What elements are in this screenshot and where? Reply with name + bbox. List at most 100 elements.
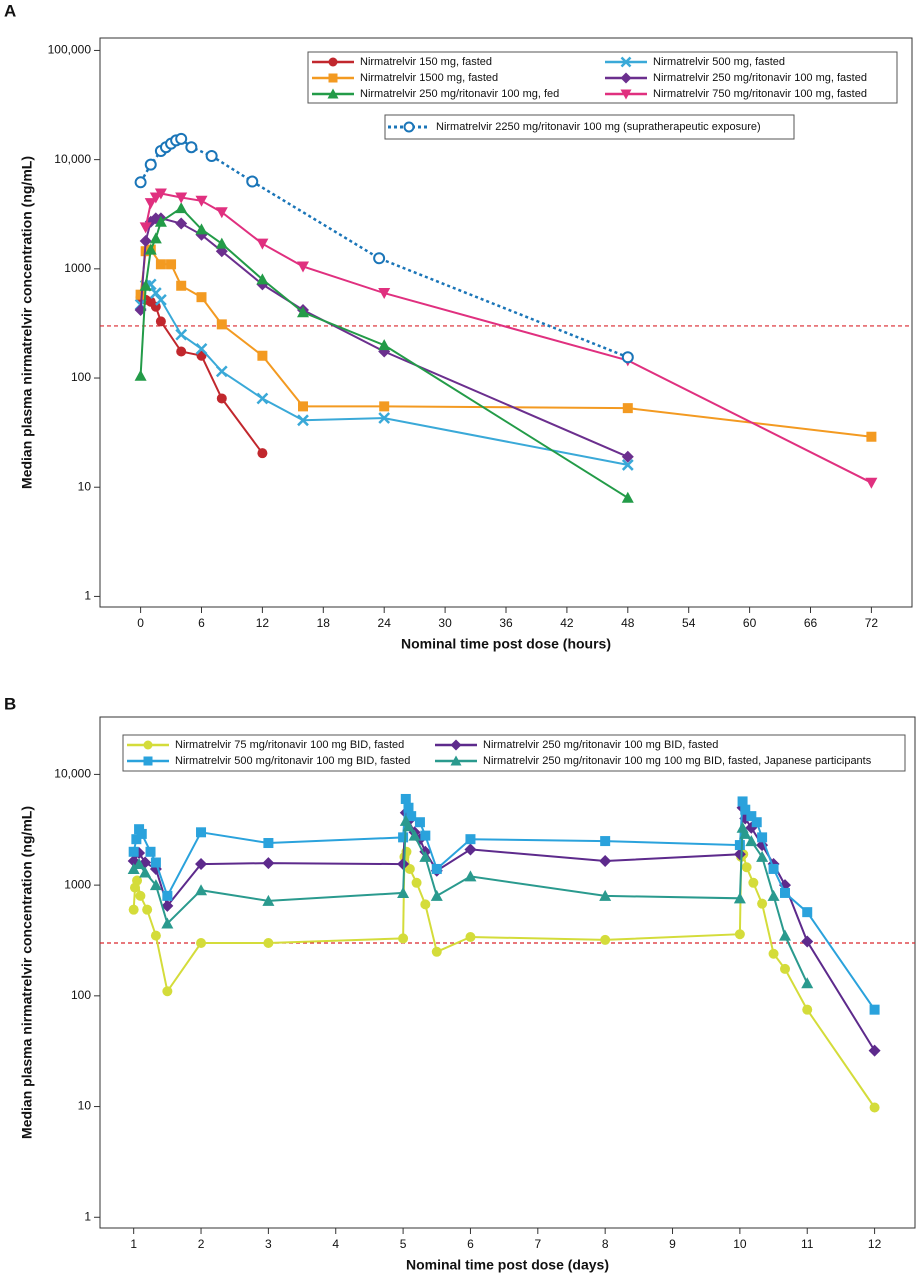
marker — [411, 877, 422, 888]
marker — [216, 319, 227, 330]
marker — [620, 72, 632, 84]
marker — [398, 832, 409, 843]
legend-label: Nirmatrelvir 500 mg/ritonavir 100 mg BID… — [175, 755, 410, 767]
marker — [748, 877, 759, 888]
x-tick-label: 36 — [499, 616, 513, 630]
marker — [403, 802, 414, 813]
marker — [133, 858, 146, 870]
marker — [866, 431, 877, 442]
marker — [621, 351, 634, 364]
marker — [465, 834, 476, 845]
marker — [196, 827, 207, 838]
marker — [802, 907, 813, 918]
x-tick-label: 0 — [137, 616, 144, 630]
marker — [869, 1102, 880, 1113]
marker — [297, 261, 309, 273]
marker — [745, 835, 758, 847]
marker — [420, 830, 431, 841]
marker — [196, 938, 207, 949]
marker — [621, 459, 634, 471]
x-tick-label: 6 — [467, 1237, 474, 1251]
marker — [143, 756, 153, 766]
marker — [150, 301, 161, 312]
series-line — [139, 217, 629, 458]
legend-label: Nirmatrelvir 150 mg, fasted — [360, 56, 492, 68]
marker — [155, 293, 167, 306]
marker — [737, 796, 748, 807]
legend-label: Nirmatrelvir 2250 mg/ritonavir 100 mg (s… — [436, 121, 761, 133]
marker — [379, 401, 390, 412]
marker — [256, 238, 269, 250]
marker — [780, 887, 791, 898]
x-tick-label: 12 — [868, 1237, 882, 1251]
marker — [185, 141, 198, 154]
y-tick-label: 10,000 — [54, 767, 91, 781]
marker — [327, 88, 339, 99]
marker — [128, 846, 139, 857]
marker — [139, 222, 152, 234]
marker — [739, 827, 752, 839]
marker — [741, 862, 752, 873]
x-tick-label: 7 — [534, 1237, 541, 1251]
x-tick-label: 6 — [198, 616, 205, 630]
marker — [144, 198, 157, 210]
marker — [740, 804, 751, 815]
marker — [205, 149, 218, 162]
marker — [215, 237, 228, 249]
marker — [256, 273, 269, 285]
marker — [154, 188, 167, 200]
legend-box — [307, 51, 898, 104]
marker — [408, 829, 421, 841]
marker — [134, 176, 147, 189]
marker — [420, 899, 431, 910]
marker — [175, 217, 188, 230]
marker — [154, 215, 167, 227]
marker — [142, 904, 153, 915]
marker — [134, 369, 147, 381]
marker — [257, 350, 268, 361]
marker — [132, 875, 143, 886]
marker — [431, 863, 442, 874]
marker — [135, 890, 146, 901]
y-tick-label: 1000 — [64, 261, 91, 275]
marker — [263, 938, 274, 949]
marker — [746, 811, 757, 822]
marker — [378, 339, 391, 351]
marker — [297, 414, 309, 427]
marker — [328, 73, 338, 83]
marker — [733, 892, 746, 904]
marker — [621, 450, 634, 463]
y-tick-label: 100 — [71, 370, 91, 384]
y-tick-label: 10,000 — [54, 152, 91, 166]
marker — [757, 832, 768, 843]
y-tick-label: 1 — [84, 1209, 91, 1223]
x-tick-label: 8 — [602, 1237, 609, 1251]
marker — [128, 904, 139, 915]
marker — [263, 838, 274, 849]
x-tick-label: 48 — [621, 616, 635, 630]
x-tick-label: 60 — [743, 616, 757, 630]
series-line — [132, 798, 876, 1011]
series-line — [139, 206, 629, 499]
legend-label: Nirmatrelvir 250 mg/ritonavir 100 mg, fa… — [653, 72, 867, 84]
marker — [216, 393, 227, 404]
marker — [144, 158, 157, 171]
legend-label: Nirmatrelvir 500 mg, fasted — [653, 56, 785, 68]
x-axis-title: Nominal time post dose (hours) — [401, 636, 611, 652]
marker — [135, 289, 146, 300]
marker — [161, 917, 174, 929]
marker — [865, 477, 878, 489]
panel-label: A — [4, 1, 16, 20]
marker — [419, 850, 432, 862]
marker — [414, 817, 425, 828]
x-tick-label: 72 — [865, 616, 879, 630]
marker — [600, 934, 611, 945]
x-tick-label: 30 — [438, 616, 452, 630]
marker — [768, 863, 779, 874]
marker — [398, 933, 409, 944]
marker — [175, 202, 188, 214]
marker — [139, 234, 152, 247]
marker — [176, 280, 187, 291]
plot-area — [99, 716, 916, 1229]
